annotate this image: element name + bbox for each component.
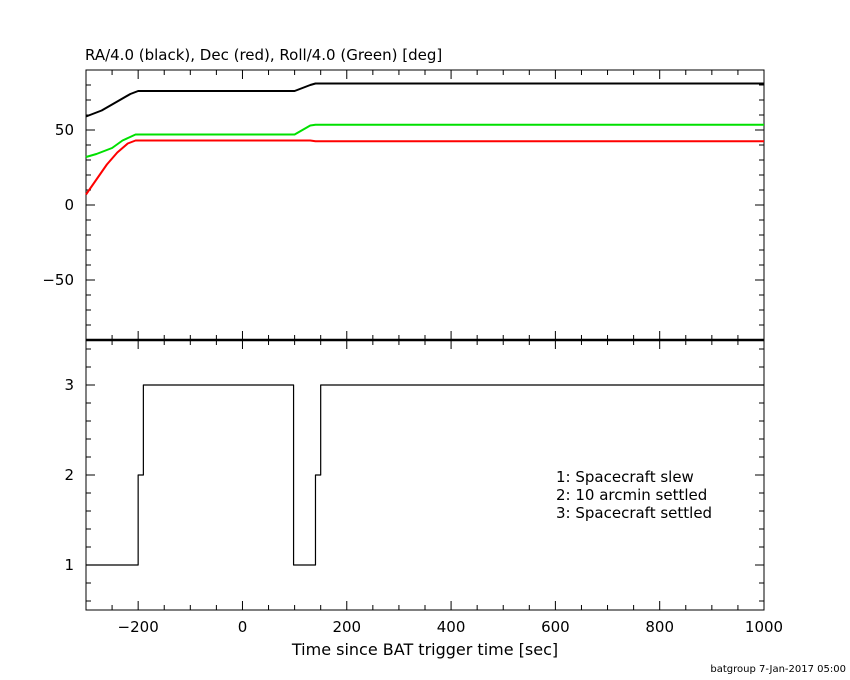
- footer-credit: batgroup 7-Jan-2017 05:00: [710, 664, 846, 675]
- legend-entry: 1: Spacecraft slew: [556, 468, 694, 486]
- legend-entry: 2: 10 arcmin settled: [556, 486, 707, 504]
- x-tick-label: −200: [118, 618, 159, 636]
- y-tick-label: 3: [64, 376, 74, 394]
- bottom-panel: 3 2 1 −200 0 200 400 600 800 1000: [64, 339, 783, 636]
- y-tick-label: 0: [64, 196, 74, 214]
- chart-title: RA/4.0 (black), Dec (red), Roll/4.0 (Gre…: [85, 46, 442, 64]
- top-series-line-0: [85, 82, 764, 118]
- x-tick-label: 200: [332, 618, 361, 636]
- x-axis-label: Time since BAT trigger time [sec]: [291, 640, 558, 659]
- top-series-line-1: [85, 139, 764, 196]
- x-tick-label: 400: [437, 618, 466, 636]
- x-tick-label: 1000: [745, 618, 783, 636]
- x-tick-label: 600: [541, 618, 570, 636]
- top-frame: [85, 69, 765, 341]
- bottom-series-line-0: [86, 384, 764, 566]
- legend: 1: Spacecraft slew 2: 10 arcmin settled 3:…: [556, 468, 712, 522]
- top-panel: 50 0 −50: [42, 69, 765, 341]
- x-tick-label: 0: [238, 618, 248, 636]
- y-tick-label: 2: [64, 466, 74, 484]
- x-tick-label: 800: [645, 618, 674, 636]
- legend-entry: 3: Spacecraft settled: [556, 504, 712, 522]
- y-tick-label: 50: [55, 121, 74, 139]
- y-tick-label: −50: [42, 271, 74, 289]
- top-series-line-2: [85, 123, 764, 158]
- y-tick-label: 1: [64, 556, 74, 574]
